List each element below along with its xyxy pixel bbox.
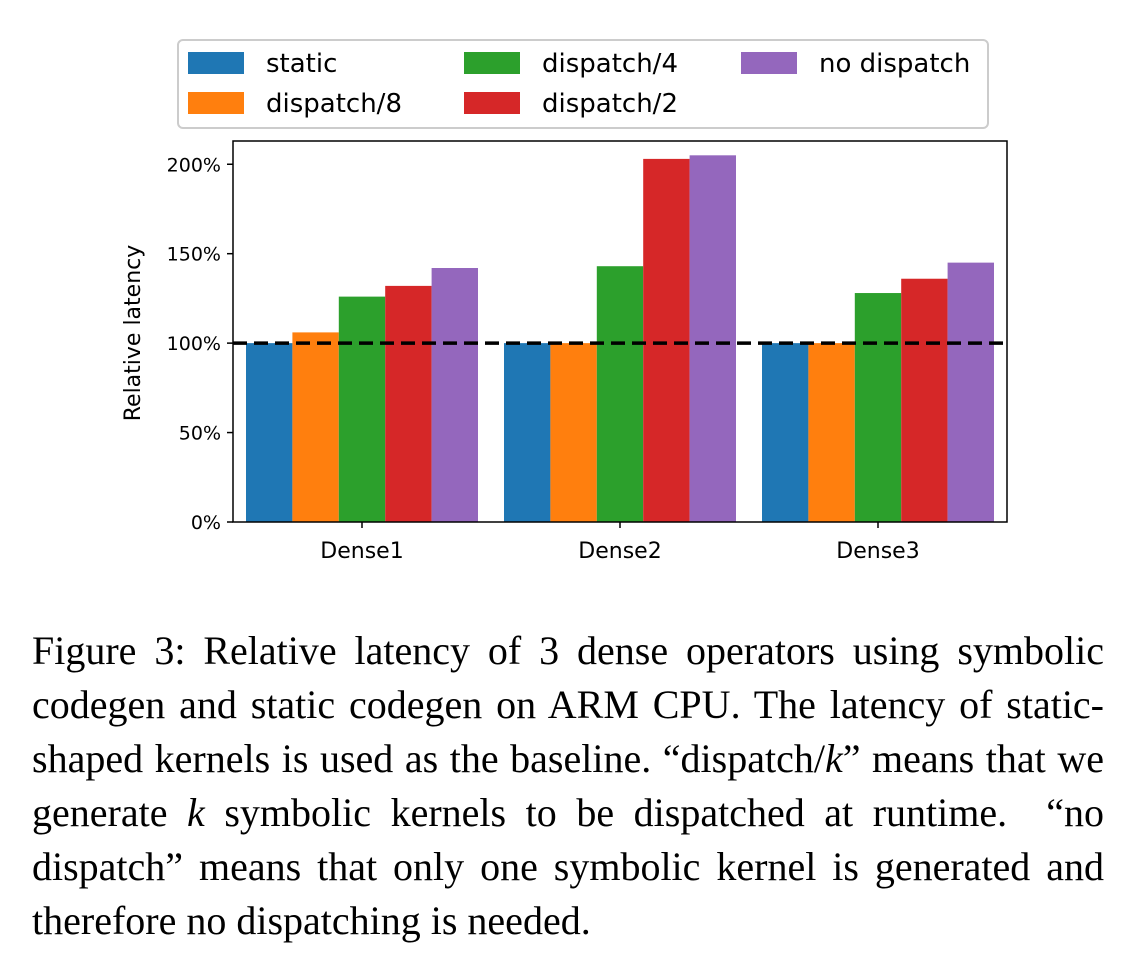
bar-dispatch-8-Dense3 — [808, 343, 855, 522]
legend-swatch-static — [188, 52, 244, 74]
caption-text-middle: ” means that we generate — [32, 736, 1114, 835]
caption-k-variable: k — [824, 736, 843, 781]
legend-swatch-no-dispatch — [741, 52, 797, 74]
x-tick-label: Dense3 — [836, 539, 919, 564]
axes-frame — [232, 140, 1008, 523]
bar-chart: static dispatch/8 dispatch/4 dispatch/2 no d… — [121, 39, 1008, 564]
bar-no-dispatch-Dense1 — [431, 268, 478, 522]
legend-swatch-dispatch-8 — [188, 92, 244, 114]
y-axis-title: Relative latency — [121, 245, 146, 422]
legend-label-dispatch-2: dispatch/2 — [542, 89, 678, 119]
y-tick-label: 100% — [167, 333, 221, 355]
bar-dispatch-8-Dense1 — [292, 332, 339, 522]
x-tick-label: Dense2 — [578, 539, 661, 564]
legend: static dispatch/8 dispatch/4 dispatch/2 no d… — [177, 39, 989, 129]
y-tick-label: 150% — [167, 244, 221, 266]
plot-area: Dense1 Dense2 Dense3 0% 50% 100% 150% 200% — [167, 140, 1008, 564]
bar-static-Dense2 — [504, 343, 551, 522]
bar-static-Dense3 — [762, 343, 809, 522]
y-tick-label: 200% — [167, 154, 221, 176]
caption-k-variable-2: k — [187, 790, 205, 835]
y-tick-label: 50% — [179, 423, 221, 445]
bar-dispatch-4-Dense3 — [854, 293, 902, 522]
caption-text-start: Figure 3: Relative latency of 3 dense op… — [32, 628, 1114, 781]
bar-no-dispatch-Dense3 — [947, 262, 994, 522]
bar-dispatch-2-Dense1 — [385, 285, 432, 522]
bar-dispatch-8-Dense2 — [550, 343, 597, 522]
caption-text-end: symbolic kernels to be dispatched at run… — [32, 790, 1114, 943]
bar-dispatch-2-Dense2 — [643, 158, 690, 522]
bar-no-dispatch-Dense2 — [689, 155, 736, 522]
legend-label-static: static — [266, 49, 337, 79]
bar-dispatch-2-Dense3 — [901, 278, 948, 522]
bar-static-Dense1 — [246, 343, 293, 522]
legend-swatch-dispatch-4 — [464, 52, 520, 74]
x-tick-label: Dense1 — [320, 539, 403, 564]
figure-caption: Figure 3: Relative latency of 3 dense op… — [32, 624, 1104, 948]
legend-label-no-dispatch: no dispatch — [819, 49, 970, 79]
legend-label-dispatch-4: dispatch/4 — [542, 49, 678, 79]
bar-dispatch-4-Dense2 — [596, 266, 644, 522]
y-tick-label: 0% — [191, 512, 221, 534]
legend-label-dispatch-8: dispatch/8 — [266, 89, 402, 119]
legend-swatch-dispatch-2 — [464, 92, 520, 114]
bar-dispatch-4-Dense1 — [338, 296, 386, 522]
